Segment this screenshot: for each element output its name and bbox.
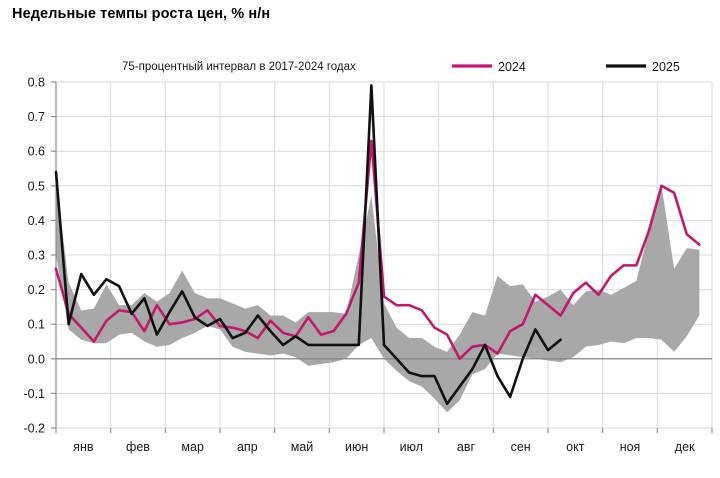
legend-label-2024: 2024	[498, 60, 526, 74]
y-tick-label: 0.5	[28, 179, 45, 193]
y-tick-label: 0.3	[28, 249, 45, 263]
x-tick-label-апр: апр	[237, 440, 258, 454]
y-tick-label: 0.0	[28, 352, 45, 366]
x-tick-label-авг: авг	[457, 440, 476, 454]
y-tick-label: 0.1	[28, 318, 45, 332]
x-tick-label-июл: июл	[400, 440, 423, 454]
x-tick-label-окт: окт	[566, 440, 585, 454]
y-axis-tick-labels: 0.8 0.7 0.6 0.5 0.4 0.3 0.2 0.1 0.0 -0.1 -0.2	[23, 76, 45, 436]
x-tick-label-мар: мар	[181, 440, 204, 454]
y-tick-label: 0.6	[28, 145, 45, 159]
y-tick-label: -0.2	[23, 422, 45, 436]
y-tick-label: 0.4	[28, 214, 45, 228]
x-tick-label-сен: сен	[511, 440, 531, 454]
x-tick-label-дек: дек	[675, 440, 695, 454]
y-tick-label: 0.7	[28, 110, 45, 124]
x-tick-label-ноя: ноя	[620, 440, 641, 454]
chart-legend: 2024 2025	[452, 60, 680, 74]
data-series-lines	[54, 84, 701, 406]
y-tick-label: 0.8	[28, 76, 45, 90]
page-title: Недельные темпы роста цен, % н/н	[12, 6, 271, 22]
y-tick-label: 0.2	[28, 283, 45, 297]
x-axis-tick-labels: янв фев мар апр май июн июл авг сен окт ноя дек	[73, 440, 695, 454]
series-line-2025	[54, 84, 562, 406]
grid-lines	[55, 81, 713, 429]
x-tick-label-янв: янв	[73, 440, 94, 454]
x-tick-label-май: май	[291, 440, 314, 454]
band-annotation-label: 75-процентный интервал в 2017-2024 годах	[122, 61, 356, 73]
axis-frame	[51, 81, 713, 433]
percentile-band-area	[56, 178, 700, 413]
percentile-interval-band	[56, 178, 700, 413]
legend-label-2025: 2025	[652, 60, 680, 74]
x-tick-label-июн: июн	[345, 440, 368, 454]
x-tick-label-фев: фев	[126, 440, 150, 454]
y-tick-label: -0.1	[23, 387, 45, 401]
